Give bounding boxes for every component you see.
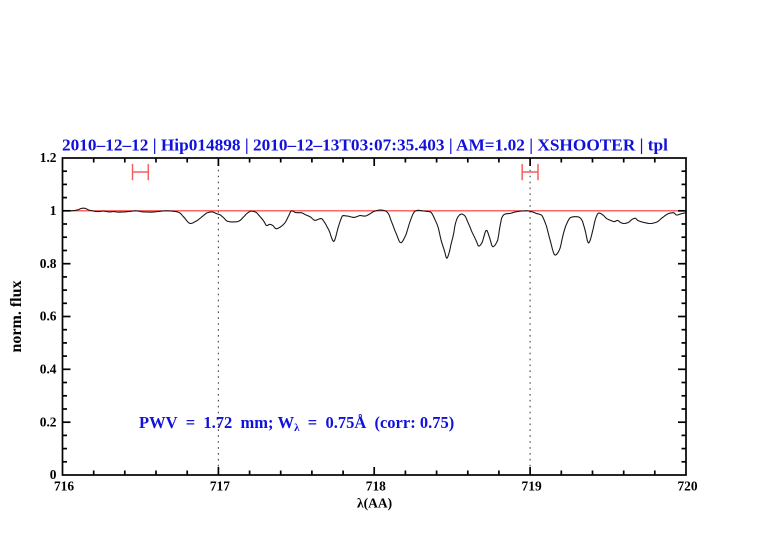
- svg-text:0.4: 0.4: [40, 362, 57, 377]
- svg-text:0.8: 0.8: [40, 256, 57, 271]
- svg-text:0: 0: [50, 467, 57, 482]
- svg-text:0.6: 0.6: [40, 309, 57, 324]
- svg-text:719: 719: [522, 479, 542, 494]
- svg-text:λ(AA): λ(AA): [357, 496, 392, 511]
- svg-text:720: 720: [677, 479, 697, 494]
- svg-text:718: 718: [366, 479, 386, 494]
- svg-text:2010–12–12 | Hip014898 | 2010–: 2010–12–12 | Hip014898 | 2010–12–13T03:0…: [62, 136, 668, 155]
- svg-text:1.2: 1.2: [40, 150, 57, 165]
- svg-text:1: 1: [50, 203, 57, 218]
- svg-text:717: 717: [210, 479, 230, 494]
- svg-text:norm. flux: norm. flux: [8, 281, 25, 353]
- svg-text:716: 716: [54, 479, 74, 494]
- svg-text:PWV = 1.72 mm; Wλ = 0.75Å: PWV = 1.72 mm; Wλ = 0.75Å (corr: 0.75): [139, 413, 454, 434]
- svg-text:0.2: 0.2: [40, 414, 57, 429]
